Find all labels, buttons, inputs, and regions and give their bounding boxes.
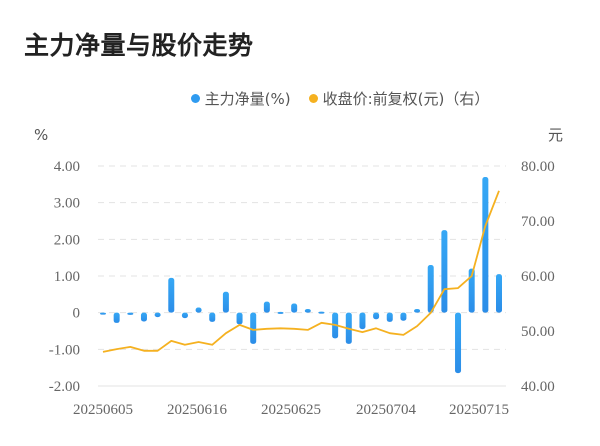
- y-right-tick-label: 80.00: [521, 159, 555, 175]
- y-left-tick-label: 4.00: [54, 159, 80, 175]
- bar-main-net[interactable]: [441, 230, 448, 313]
- y-left-tick-label: 3.00: [54, 196, 80, 212]
- y-left-tick-label: -1.00: [49, 342, 80, 358]
- bar-main-net[interactable]: [100, 312, 106, 315]
- line-close-price[interactable]: [102, 190, 500, 353]
- bar-main-net[interactable]: [209, 312, 216, 322]
- legend-dot-orange-icon: [308, 94, 318, 103]
- legend-label-main-net: 主力净量(%): [204, 90, 291, 108]
- y-left-unit: %: [34, 126, 48, 144]
- bar-main-net[interactable]: [140, 312, 147, 322]
- bar-main-net[interactable]: [195, 307, 202, 313]
- y-left-tick-label: 0: [73, 306, 81, 322]
- y-left-tick-label: -2.00: [49, 379, 80, 395]
- legend-label-close-price: 收盘价:前复权(元)（右）: [322, 90, 490, 108]
- bar-main-net[interactable]: [414, 309, 421, 313]
- x-tick-label: 20250616: [167, 402, 228, 418]
- bar-main-net[interactable]: [482, 177, 489, 313]
- bar-main-net[interactable]: [427, 265, 434, 313]
- bar-main-net[interactable]: [386, 312, 393, 322]
- y-right-tick-label: 60.00: [521, 269, 555, 285]
- x-tick-label: 20250605: [73, 402, 133, 418]
- y-left-tick-label: 1.00: [54, 269, 80, 285]
- chart-title: 主力净量与股价走势: [24, 31, 254, 60]
- x-tick-label: 20250715: [449, 402, 509, 418]
- bar-main-net[interactable]: [359, 312, 366, 330]
- bar-main-net[interactable]: [277, 311, 284, 314]
- y-right-unit: 元: [548, 126, 563, 144]
- x-tick-label: 20250625: [261, 402, 321, 418]
- legend-item-close-price[interactable]: 收盘价:前复权(元)（右）: [308, 88, 490, 109]
- y-right-tick-label: 70.00: [521, 214, 555, 230]
- y-left-tick-label: 2.00: [54, 232, 80, 248]
- y-right-tick-label: 40.00: [521, 379, 555, 395]
- bar-main-net[interactable]: [496, 274, 502, 313]
- bar-main-net[interactable]: [304, 309, 311, 313]
- bar-main-net[interactable]: [181, 312, 188, 319]
- bar-main-net[interactable]: [373, 312, 380, 320]
- bar-main-net[interactable]: [113, 312, 120, 323]
- bar-main-net[interactable]: [400, 312, 407, 321]
- bar-main-net[interactable]: [291, 303, 298, 313]
- bar-main-net[interactable]: [263, 301, 270, 313]
- bar-main-net[interactable]: [154, 312, 161, 318]
- legend-item-main-net[interactable]: 主力净量(%): [190, 88, 291, 109]
- bar-main-net[interactable]: [250, 312, 257, 344]
- bar-main-net[interactable]: [318, 311, 325, 314]
- bar-main-net[interactable]: [168, 277, 175, 313]
- bar-main-net[interactable]: [127, 312, 134, 315]
- x-tick-label: 20250704: [356, 402, 417, 418]
- y-right-tick-label: 50.00: [521, 324, 555, 340]
- bar-main-net[interactable]: [222, 291, 229, 313]
- chart-legend: 主力净量(%) 收盘价:前复权(元)（右）: [0, 88, 600, 109]
- bar-main-net[interactable]: [468, 268, 475, 313]
- legend-dot-blue-icon: [190, 94, 200, 103]
- bar-main-net[interactable]: [236, 312, 243, 325]
- bar-main-net[interactable]: [455, 312, 462, 374]
